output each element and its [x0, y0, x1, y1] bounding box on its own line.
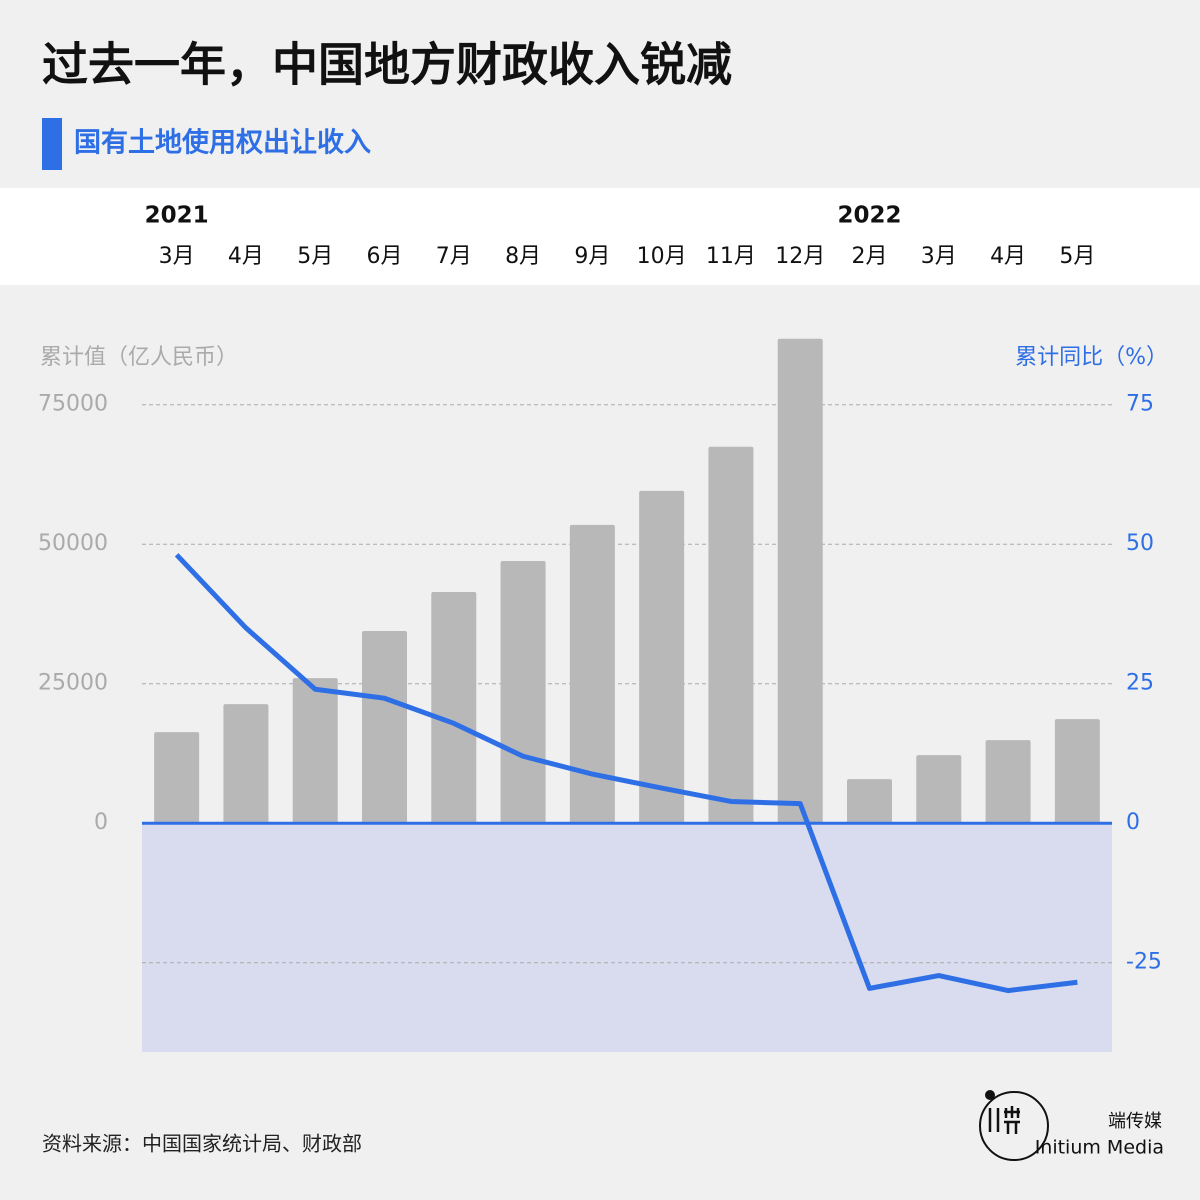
x-tick-label: 10月	[637, 244, 687, 269]
y-tick-label: 75000	[38, 392, 108, 417]
x-axis-band	[0, 188, 1200, 285]
bar	[777, 338, 823, 824]
bar	[292, 678, 338, 824]
bar	[1054, 719, 1100, 824]
x-tick-label: 5月	[1059, 244, 1095, 269]
brand-zh: 端传媒	[1108, 1111, 1162, 1132]
bar	[362, 630, 407, 824]
y2-tick-label: -25	[1126, 950, 1162, 975]
negative-region	[142, 823, 1112, 1052]
x-tick-label: 4月	[228, 244, 264, 269]
line	[174, 553, 1078, 994]
subtitle-marker	[42, 118, 62, 170]
x-tick-label: 2月	[852, 244, 888, 269]
x-tick-label: 9月	[574, 244, 610, 269]
x-tick-label: 5月	[297, 244, 333, 269]
x-tick-label: 3月	[159, 244, 195, 269]
bar	[569, 524, 615, 824]
year-label: 2022	[837, 203, 901, 229]
brand-en: Initium Media	[1035, 1137, 1164, 1159]
bar	[847, 779, 892, 824]
y2-tick-label: 75	[1126, 392, 1154, 417]
y2-tick-label: 0	[1126, 810, 1140, 835]
y-tick-label: 50000	[38, 531, 108, 556]
bar	[154, 732, 200, 824]
y-tick-label: 0	[94, 810, 108, 835]
x-tick-label: 12月	[775, 244, 825, 269]
x-tick-label: 11月	[706, 244, 756, 269]
bar	[500, 560, 546, 824]
bar	[223, 704, 269, 824]
x-tick-label: 8月	[505, 244, 541, 269]
year-label: 2021	[145, 203, 209, 229]
logo-ring	[979, 1091, 1049, 1161]
y-axis-label: 累计值（亿人民币）	[40, 345, 238, 370]
bar	[639, 490, 685, 824]
source: 资料来源：中国国家统计局、财政部	[42, 1132, 362, 1156]
bar	[431, 591, 477, 824]
bar	[985, 740, 1031, 824]
subtitle: 国有土地使用权出让收入	[74, 128, 371, 159]
x-tick-label: 6月	[367, 244, 403, 269]
logo	[979, 1090, 1049, 1161]
logo-glyph	[988, 1106, 1020, 1134]
chart-title: 过去一年，中国地方财政收入锐减	[42, 38, 732, 92]
y-tick-label: 25000	[38, 671, 108, 696]
y2-axis-label: 累计同比（%）	[1015, 345, 1168, 370]
bar	[708, 446, 754, 824]
logo-dot	[985, 1090, 995, 1100]
x-tick-label: 4月	[990, 244, 1026, 269]
x-tick-label: 3月	[921, 244, 957, 269]
x-tick-label: 7月	[436, 244, 472, 269]
y2-tick-label: 50	[1126, 531, 1154, 556]
bar	[916, 755, 962, 824]
y2-tick-label: 25	[1126, 671, 1154, 696]
